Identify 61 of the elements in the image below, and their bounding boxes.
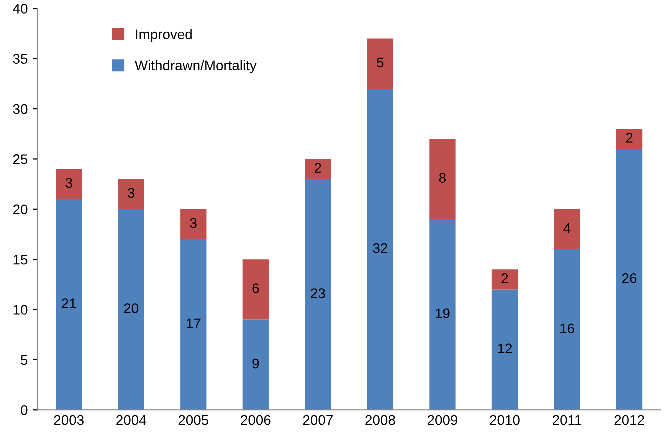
bar [118,209,144,410]
x-tick-label: 2007 [303,415,333,426]
bar [430,139,456,220]
legend-label: Improved [136,29,192,42]
data-label: 26 [622,274,637,284]
data-label: 20 [124,304,139,314]
x-tick-label: 2005 [178,415,209,426]
bar [56,199,82,410]
y-tick-label: 30 [13,104,28,114]
x-tick-label: 2003 [54,415,84,426]
bar [492,290,518,410]
x-tick-label: 2008 [366,415,396,426]
data-label: 21 [62,298,76,308]
bar [180,240,207,410]
data-label: 17 [186,318,201,328]
y-tick-label: 35 [13,54,28,64]
bar [180,209,207,240]
data-label: 16 [560,324,574,334]
y-tick-label: 20 [13,204,28,215]
data-label: 3 [66,178,72,188]
bar [367,38,394,89]
x-tick-label: 2010 [490,415,520,426]
data-label: 6 [252,284,260,294]
bar [554,209,580,250]
x-tick-label: 2011 [553,415,582,426]
bar [305,159,332,180]
legend-label: Withdrawn/Mortality [135,60,257,74]
bar [305,179,332,410]
data-label: 12 [498,344,512,354]
bar [616,129,643,150]
bar [492,270,518,290]
bar [242,260,269,320]
y-tick-label: 15 [14,255,28,265]
x-tick-label: 2012 [614,415,644,426]
bar [554,250,580,410]
bar [367,88,394,410]
data-label: 8 [439,173,446,184]
y-tick-label: 10 [14,305,28,315]
x-tick-label: 2009 [428,415,458,426]
x-tick-label: 2006 [241,415,271,426]
y-tick-label: 5 [21,355,28,366]
y-tick-label: 40 [13,4,28,14]
bar [56,169,82,200]
bar [616,149,643,410]
data-label: 3 [190,218,197,228]
data-label: 23 [311,288,326,298]
y-tick-label: 25 [13,154,28,164]
bar [430,219,456,410]
data-label: 2 [626,133,633,143]
data-label: 3 [128,188,135,198]
data-label: 2 [502,274,508,284]
data-label: 5 [377,58,384,68]
y-tick-label: 0 [21,405,28,416]
data-label: 4 [564,224,571,234]
data-label: 19 [436,308,450,319]
data-label: 2 [315,163,322,173]
data-label: 9 [252,358,260,369]
data-label: 32 [373,243,388,254]
bar [242,320,269,410]
x-tick-label: 2004 [116,415,146,426]
bar [118,179,144,210]
